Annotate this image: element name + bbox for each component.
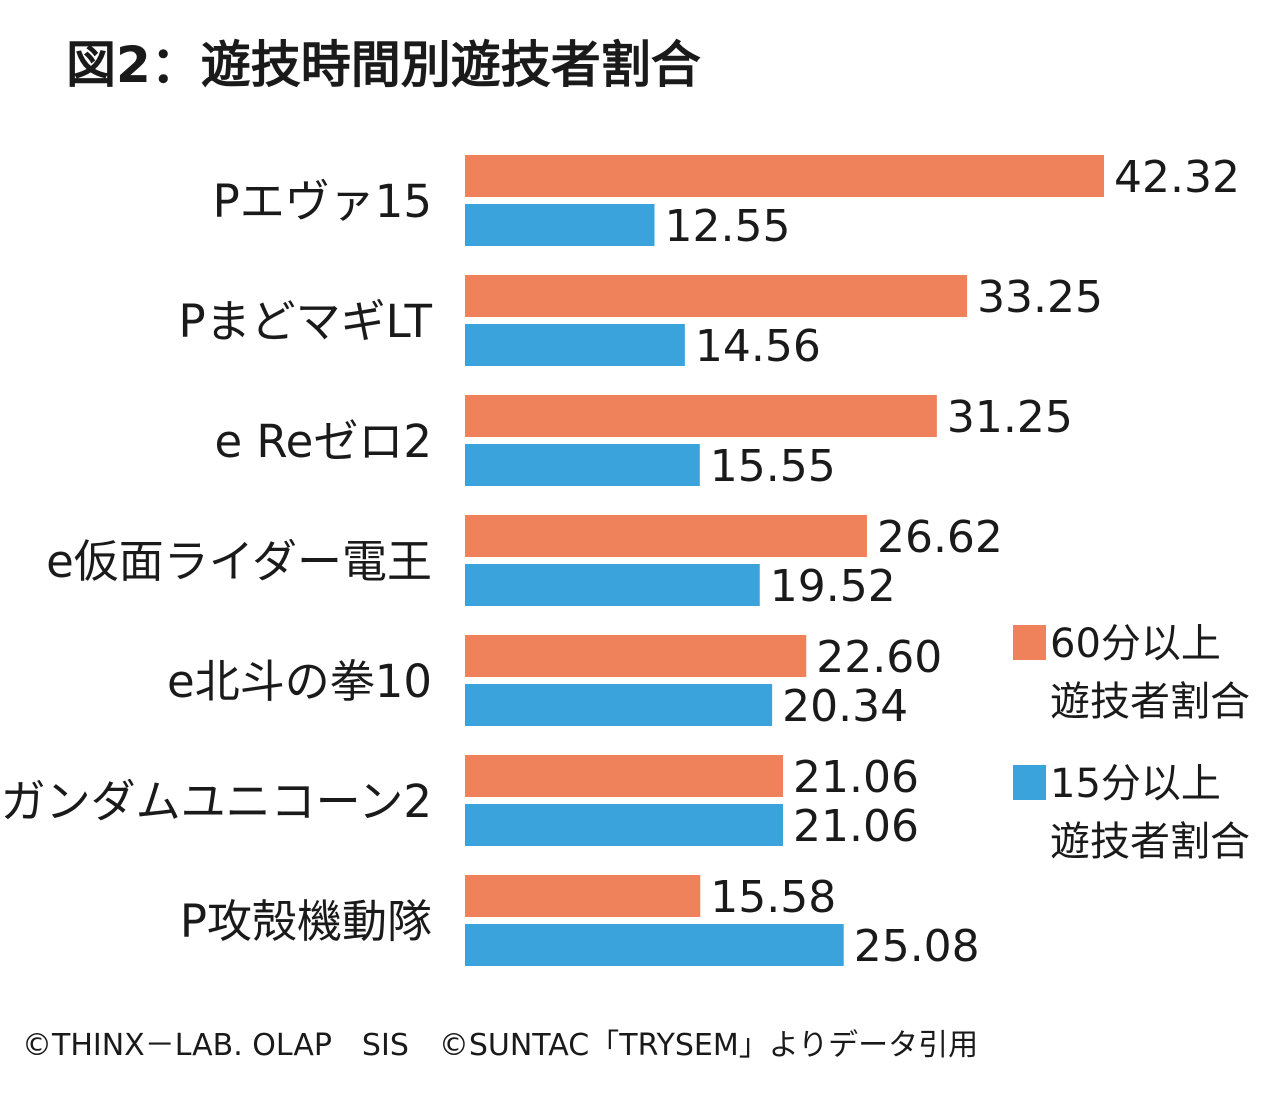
bar — [465, 324, 685, 366]
value-label: 15.58 — [710, 872, 836, 923]
category-label: PまどマギLT — [179, 295, 433, 348]
bar — [465, 275, 968, 317]
legend-label: 60分以上 — [1050, 621, 1221, 667]
value-label: 26.62 — [877, 512, 1003, 563]
bar — [465, 875, 701, 917]
value-label: 19.52 — [770, 561, 896, 612]
legend-swatch — [1013, 625, 1046, 660]
category-label: e Reゼロ2 — [214, 415, 432, 468]
bar — [465, 755, 784, 797]
bar — [465, 515, 867, 557]
category-label: eガンダムユニコーン2 — [0, 775, 432, 828]
value-label: 22.60 — [816, 632, 942, 683]
value-label: 33.25 — [977, 272, 1103, 323]
bar — [465, 804, 784, 846]
value-label: 21.06 — [793, 801, 919, 852]
bar — [465, 564, 760, 606]
value-label: 12.55 — [665, 201, 791, 252]
legend-swatch — [1013, 765, 1046, 800]
category-label: e北斗の拳10 — [167, 655, 432, 708]
category-label: e仮面ライダー電王 — [46, 535, 432, 588]
bar — [465, 635, 807, 677]
value-label: 31.25 — [947, 392, 1073, 443]
bars-group: Pエヴァ15 42.32 12.55 PまどマギLT 33.25 14.56 e Reゼロ2… — [0, 152, 1240, 972]
value-label: 42.32 — [1114, 152, 1240, 203]
bar — [465, 924, 844, 966]
value-label: 14.56 — [695, 321, 821, 372]
value-label: 25.08 — [854, 921, 980, 972]
bar — [465, 155, 1105, 197]
category-label: Pエヴァ15 — [213, 175, 432, 228]
value-label: 20.34 — [782, 681, 908, 732]
value-label: 15.55 — [710, 441, 836, 492]
bar — [465, 395, 937, 437]
bar — [465, 444, 700, 486]
chart-title: 図2：遊技時間別遊技者割合 — [66, 36, 701, 94]
legend-label: 遊技者割合 — [1050, 819, 1250, 865]
bar — [465, 204, 655, 246]
bar — [465, 684, 773, 726]
category-label: P攻殻機動隊 — [180, 895, 432, 948]
value-label: 21.06 — [793, 752, 919, 803]
footer-source: ©THINX－LAB. OLAP SIS ©SUNTAC「TRYSEM」よりデー… — [22, 1028, 978, 1063]
legend-label: 遊技者割合 — [1050, 679, 1250, 725]
legend-label: 15分以上 — [1050, 761, 1221, 807]
